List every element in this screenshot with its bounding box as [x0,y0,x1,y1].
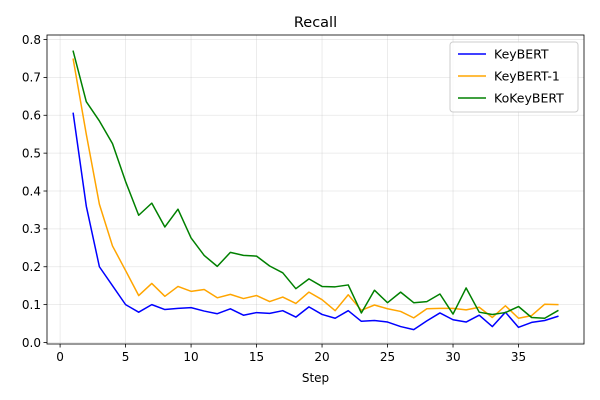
x-tick-label: 5 [122,350,130,364]
legend-label-keybert-1: KeyBERT-1 [494,69,560,84]
y-tick-label: 0.4 [22,184,41,198]
y-tick-label: 0.8 [22,33,41,47]
x-tick-label: 0 [56,350,64,364]
series-line-kokeybert [72,50,559,319]
legend-box [449,41,579,113]
y-tick-label: 0.7 [22,71,41,85]
legend-label-keybert: KeyBERT [494,47,549,62]
y-tick-label: 0.1 [22,298,41,312]
y-tick-label: 0.0 [22,336,41,350]
x-tick-label: 25 [380,350,395,364]
x-tick-label: 20 [314,350,329,364]
x-tick-label: 15 [249,350,264,364]
x-tick-label: 30 [445,350,460,364]
chart-title: Recall [294,15,337,31]
series-line-keybert [72,112,559,331]
legend-label-kokeybert: KoKeyBERT [494,91,564,106]
y-tick-label: 0.2 [22,260,41,274]
x-tick-label: 35 [511,350,526,364]
plot-series [72,50,559,331]
legend: KeyBERT KeyBERT-1 KoKeyBERT [449,41,579,113]
plot-frame [46,34,585,345]
y-tick-label: 0.3 [22,222,41,236]
x-axis-label: Step [302,371,329,385]
y-tick-label: 0.5 [22,146,41,160]
axis-ticks: 0 5 10 15 20 25 30 35 0.0 0.1 0.2 0.3 0.4 0.5 0.6 0.7 0.… [22,33,526,364]
x-tick-label: 10 [183,350,198,364]
y-tick-label: 0.6 [22,109,41,123]
grid [47,35,584,344]
